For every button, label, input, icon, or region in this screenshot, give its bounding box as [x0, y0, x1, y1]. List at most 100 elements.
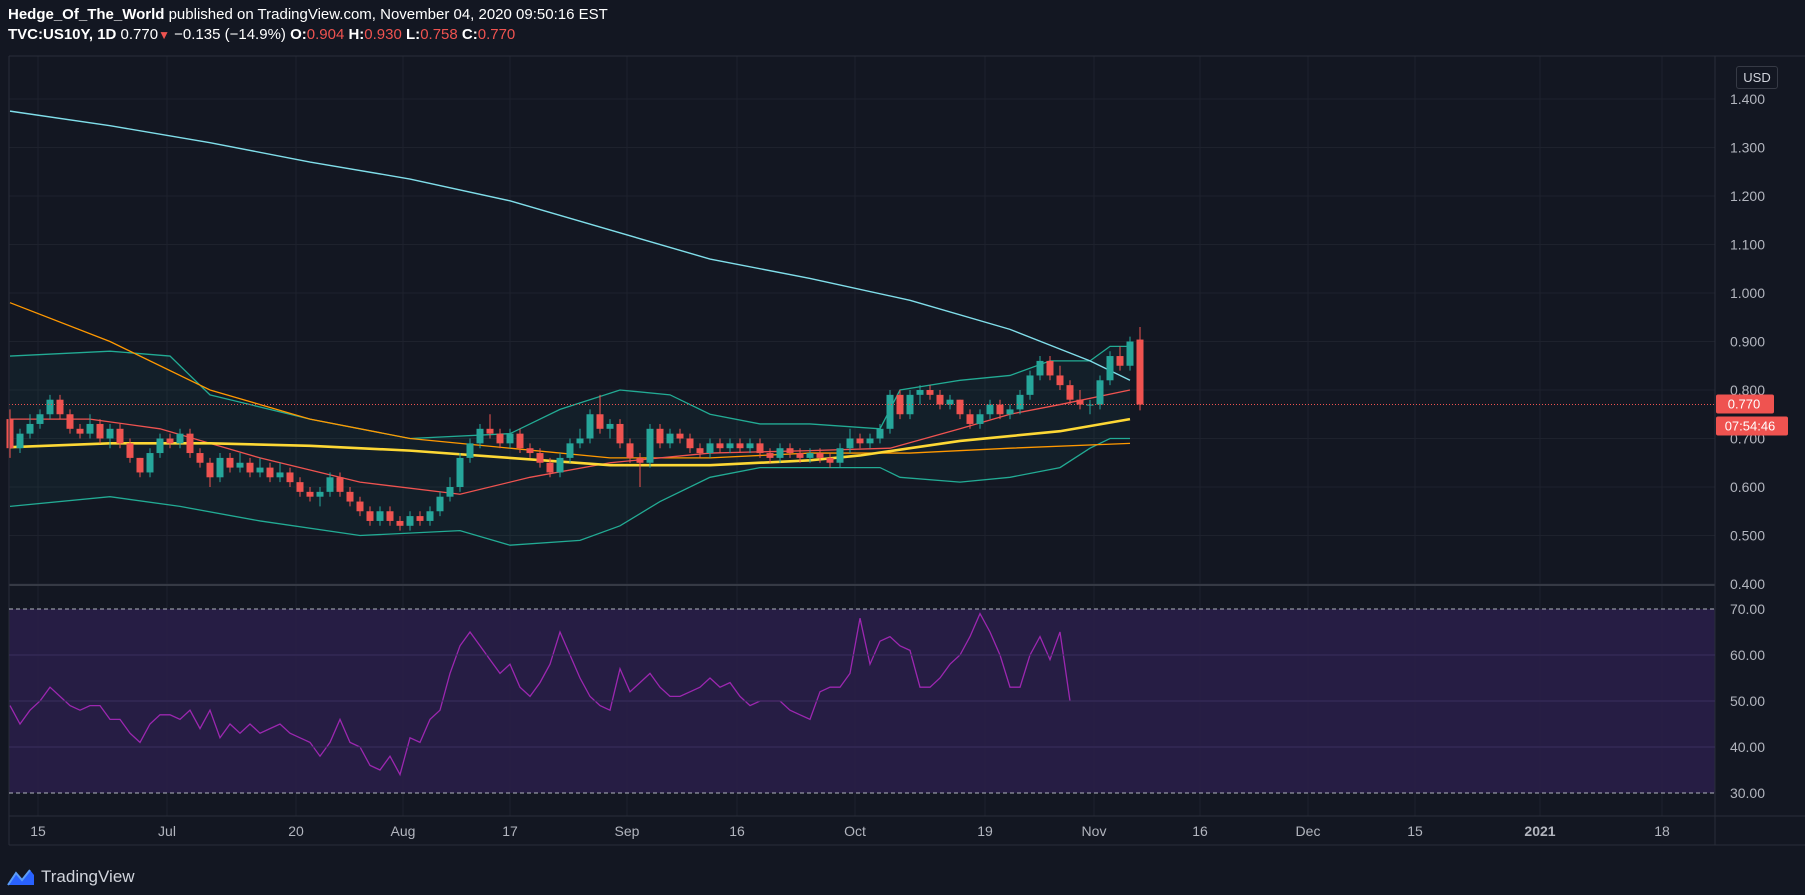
candle [266, 462, 274, 483]
candle [966, 409, 974, 429]
candle [186, 428, 194, 458]
time-axis[interactable]: 15 Jul 20 Aug 17 Sep 16 Oct 19 Nov 16 Dec 15 2021 18 [30, 823, 1670, 839]
price-tick-label: 1.400 [1730, 91, 1765, 107]
high-value: 0.930 [364, 26, 402, 43]
time-tick-label: 20 [288, 823, 304, 839]
rsi-axis: 70.00 60.00 50.00 40.00 30.00 [9, 601, 1765, 801]
candle [726, 438, 734, 454]
candle [306, 487, 314, 502]
candle [346, 487, 354, 507]
price-axis[interactable]: 1.4001.3001.2001.1001.0000.9000.8000.700… [1730, 91, 1765, 592]
candle [716, 438, 724, 454]
time-tick-label: Aug [391, 823, 416, 839]
price-tick-label: 0.600 [1730, 479, 1765, 495]
candle [16, 428, 24, 454]
rsi-tick-label: 60.00 [1730, 647, 1765, 663]
candle [496, 428, 504, 449]
candle [416, 511, 424, 526]
candle [296, 477, 304, 497]
candle [1046, 356, 1054, 381]
close-label: C: [461, 26, 478, 43]
candle [926, 385, 934, 400]
candle [856, 433, 864, 449]
candle [436, 491, 444, 517]
symbol-label[interactable]: TVC:US10Y, 1D [8, 26, 117, 43]
last-price-tag-label: 0.770 [1728, 397, 1761, 412]
candle [36, 409, 44, 429]
ma-yellow-line [9, 417, 1131, 467]
candle [576, 428, 584, 449]
candle [1116, 346, 1124, 371]
candle [216, 453, 224, 483]
time-tick-label: 16 [729, 823, 745, 839]
time-tick-label: Dec [1296, 823, 1321, 839]
candle [946, 394, 954, 410]
time-tick-label: Nov [1082, 823, 1107, 839]
candle [736, 438, 744, 454]
candle [106, 423, 114, 449]
candle [586, 409, 594, 444]
price-tick-label: 0.500 [1730, 528, 1765, 544]
ma-long-line [9, 110, 1131, 381]
candle [1056, 365, 1064, 390]
price-tick-label: 0.900 [1730, 334, 1765, 350]
candle [1006, 404, 1014, 420]
candle [786, 443, 794, 458]
tradingview-logo-icon [7, 869, 34, 886]
candle [606, 419, 614, 439]
candle [836, 443, 844, 468]
candle [546, 457, 554, 478]
candle [766, 448, 774, 463]
candle [276, 462, 284, 483]
candle [26, 414, 34, 439]
candle [326, 472, 334, 497]
chart-header: Hedge_Of_The_World published on TradingV… [8, 5, 608, 45]
publish-info: published on TradingView.com, November 0… [168, 6, 608, 23]
candle [116, 423, 124, 449]
close-value: 0.770 [477, 26, 516, 43]
candle [536, 448, 544, 468]
high-label: H: [348, 26, 365, 43]
low-value: 0.758 [420, 26, 458, 43]
price-tick-label: 0.800 [1730, 382, 1765, 398]
candle [206, 457, 214, 487]
last-price: 0.770 [120, 26, 159, 43]
candle [56, 394, 64, 420]
candle [666, 428, 674, 449]
footer-brand[interactable]: TradingView [6, 867, 135, 887]
rsi-tick-label: 40.00 [1730, 739, 1765, 755]
time-tick-label: Oct [844, 823, 866, 839]
candle [256, 457, 264, 478]
candle [6, 409, 14, 458]
time-tick-label: Jul [158, 823, 176, 839]
candle [616, 419, 624, 449]
candle [476, 423, 484, 449]
candle [1016, 390, 1024, 415]
candle [286, 467, 294, 487]
time-tick-label: 15 [1407, 823, 1423, 839]
price-tick-label: 1.200 [1730, 188, 1765, 204]
candle [136, 457, 144, 478]
candle [846, 428, 854, 454]
candle [676, 428, 684, 444]
countdown-label: 07:54:46 [1725, 419, 1776, 434]
currency-button[interactable]: USD [1736, 66, 1778, 89]
publish-line: Hedge_Of_The_World published on TradingV… [8, 5, 608, 25]
rsi-tick-label: 50.00 [1730, 693, 1765, 709]
price-tick-label: 1.000 [1730, 285, 1765, 301]
candle [626, 438, 634, 463]
candle [866, 433, 874, 449]
time-tick-label: 17 [502, 823, 518, 839]
candle [456, 453, 464, 492]
time-tick-label: 19 [977, 823, 993, 839]
candle [1106, 351, 1114, 386]
author-name[interactable]: Hedge_Of_The_World [8, 6, 165, 23]
candle [776, 443, 784, 463]
candle [986, 399, 994, 420]
candle [226, 453, 234, 473]
candle [686, 433, 694, 454]
candle [646, 423, 654, 468]
candle [526, 443, 534, 458]
candle [556, 453, 564, 478]
